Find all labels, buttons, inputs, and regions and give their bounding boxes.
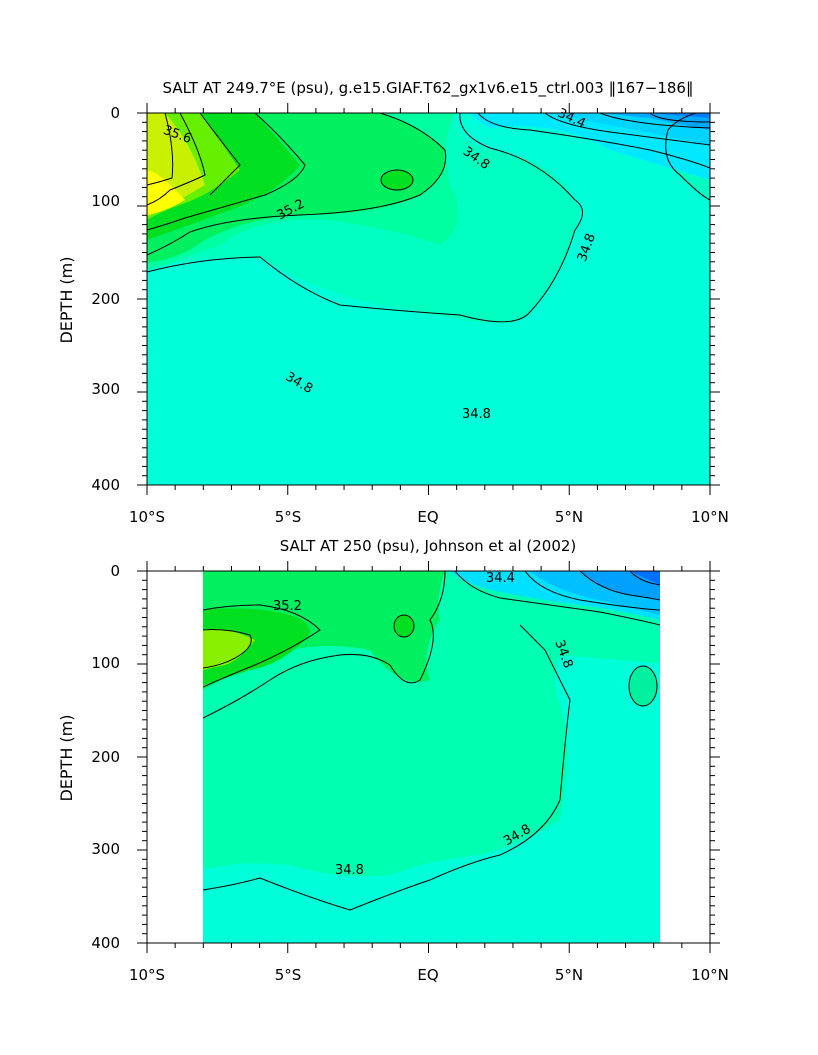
chart-title-observed: SALT AT 250 (psu), Johnson et al (2002) bbox=[280, 537, 577, 555]
y-tick-label: 300 bbox=[91, 380, 120, 398]
x-tick-label: 5°S bbox=[275, 508, 302, 526]
y-axis-model: DEPTH (m) 0 100 200 300 400 bbox=[57, 104, 120, 494]
x-tick-label: 10°N bbox=[691, 966, 729, 984]
panel-observed: SALT AT 250 (psu), Johnson et al (2002) bbox=[57, 537, 729, 984]
x-axis-model: 10°S 5°S EQ 5°N 10°N bbox=[129, 508, 729, 526]
y-tick-label: 0 bbox=[110, 562, 120, 580]
x-tick-label: EQ bbox=[417, 508, 438, 526]
x-tick-label: 5°N bbox=[555, 966, 583, 984]
y-axis-label: DEPTH (m) bbox=[57, 256, 76, 343]
y-tick-label: 100 bbox=[91, 192, 120, 210]
y-axis-label: DEPTH (m) bbox=[57, 714, 76, 801]
y-tick-label: 200 bbox=[91, 290, 120, 308]
contour-label: 34.4 bbox=[486, 571, 515, 586]
contour-fill-model bbox=[147, 113, 710, 485]
x-axis-observed: 10°S 5°S EQ 5°N 10°N bbox=[129, 966, 729, 984]
chart-title-model: SALT AT 249.7°E (psu), g.e15.GIAF.T62_gx… bbox=[163, 79, 694, 98]
y-tick-label: 100 bbox=[91, 654, 120, 672]
x-tick-label: 10°S bbox=[129, 508, 165, 526]
axis-ticks-model bbox=[137, 103, 720, 495]
x-tick-label: 10°S bbox=[129, 966, 165, 984]
contour-fill-observed bbox=[203, 571, 660, 943]
y-tick-label: 0 bbox=[110, 104, 120, 122]
y-tick-label: 400 bbox=[91, 934, 120, 952]
y-tick-label: 200 bbox=[91, 748, 120, 766]
y-tick-label: 400 bbox=[91, 476, 120, 494]
contour-lines-model bbox=[147, 113, 710, 323]
contour-label: 34.8 bbox=[462, 407, 491, 422]
contour-label: 34.8 bbox=[335, 863, 364, 878]
y-tick-label: 300 bbox=[91, 840, 120, 858]
x-tick-label: EQ bbox=[417, 966, 438, 984]
panel-model: SALT AT 249.7°E (psu), g.e15.GIAF.T62_gx… bbox=[57, 79, 729, 526]
axis-ticks-observed bbox=[137, 561, 720, 953]
x-tick-label: 5°N bbox=[555, 508, 583, 526]
contour-label: 35.2 bbox=[273, 599, 302, 614]
x-tick-label: 10°N bbox=[691, 508, 729, 526]
y-axis-observed: DEPTH (m) 0 100 200 300 400 bbox=[57, 562, 120, 952]
x-tick-label: 5°S bbox=[275, 966, 302, 984]
contour-lines-observed bbox=[203, 571, 660, 911]
